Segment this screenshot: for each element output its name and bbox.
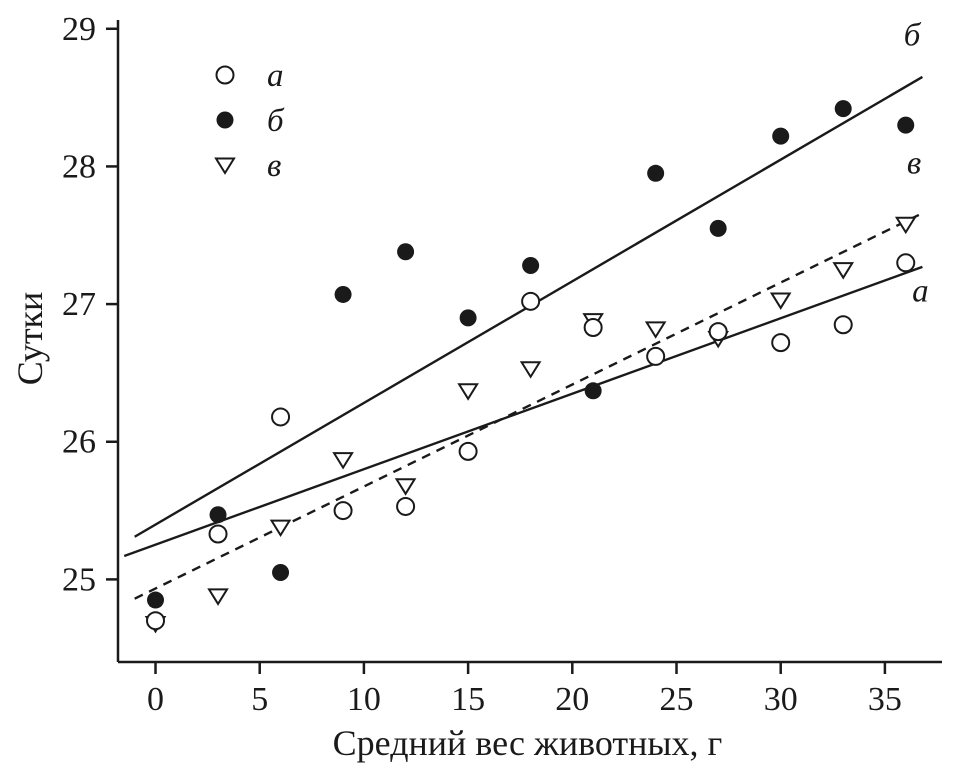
point-в	[894, 216, 917, 235]
line-label-в: в	[907, 145, 921, 181]
point-в	[644, 321, 667, 339]
point-б	[459, 309, 477, 327]
point-а	[521, 291, 541, 311]
x-tick-label: 5	[251, 681, 268, 718]
series-в	[144, 216, 917, 634]
point-б	[522, 257, 540, 275]
y-tick-label: 27	[62, 286, 96, 323]
y-tick-label: 26	[62, 424, 96, 461]
point-б	[334, 285, 352, 303]
point-в	[519, 361, 542, 379]
point-в	[394, 478, 417, 496]
y-tick-label: 28	[62, 148, 96, 185]
series-б	[147, 100, 915, 609]
legend-label-б: б	[267, 103, 285, 139]
legend-label-в: в	[267, 148, 281, 184]
point-б	[147, 591, 165, 609]
series-а	[146, 253, 916, 631]
trend-lines	[123, 75, 924, 600]
line-label-а: а	[912, 273, 929, 309]
x-tick-label: 25	[660, 681, 694, 718]
point-а	[333, 501, 353, 521]
y-tick-label: 29	[62, 11, 96, 48]
line-label-б: б	[904, 17, 922, 53]
point-а	[708, 322, 728, 342]
point-а	[771, 333, 791, 353]
point-б	[647, 164, 665, 182]
point-б	[897, 116, 915, 134]
legend-label-а: а	[267, 58, 284, 94]
point-в	[269, 519, 292, 537]
x-axis-title: Средний вес животных, г	[333, 723, 723, 763]
y-axis-title: Сутки	[10, 292, 50, 386]
point-а	[583, 317, 603, 337]
legend-marker-б	[216, 111, 234, 129]
legend: абв	[214, 58, 285, 184]
point-а	[896, 253, 916, 273]
point-б	[397, 243, 415, 261]
x-tick-label: 10	[347, 681, 381, 718]
point-в	[207, 588, 229, 606]
axes: 25 26 27 28 29 0 5 10 15 20 25 30 35 Сутки Средний вес…	[10, 11, 942, 763]
point-а	[833, 315, 853, 335]
trend-line-в	[134, 212, 923, 600]
point-б	[584, 382, 602, 400]
point-в	[769, 292, 792, 310]
point-в	[457, 383, 479, 401]
x-tick-label: 35	[868, 681, 902, 718]
legend-marker-а	[215, 65, 235, 85]
point-а	[271, 407, 291, 427]
point-в	[332, 452, 354, 470]
legend-marker-в	[214, 157, 236, 175]
point-б	[272, 564, 290, 582]
trend-line-а	[123, 265, 923, 558]
point-а	[396, 496, 416, 516]
point-в	[832, 262, 855, 280]
x-tick-label: 0	[147, 681, 164, 718]
x-tick-label: 30	[764, 681, 798, 718]
x-tick-label: 15	[451, 681, 485, 718]
point-а	[458, 441, 478, 461]
point-а	[146, 611, 166, 631]
point-а	[646, 346, 666, 366]
point-б	[209, 506, 227, 524]
point-б	[709, 219, 727, 237]
y-tick-label: 25	[62, 561, 96, 598]
x-tick-label: 20	[555, 681, 589, 718]
point-б	[772, 127, 790, 145]
point-б	[834, 100, 852, 118]
point-а	[208, 524, 228, 544]
